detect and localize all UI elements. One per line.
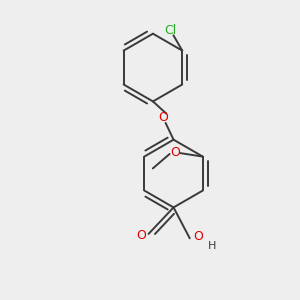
Text: Cl: Cl (164, 23, 177, 37)
Text: O: O (170, 146, 180, 159)
Text: H: H (208, 241, 216, 251)
Text: O: O (158, 111, 168, 124)
Text: O: O (193, 230, 203, 243)
Text: O: O (136, 229, 146, 242)
